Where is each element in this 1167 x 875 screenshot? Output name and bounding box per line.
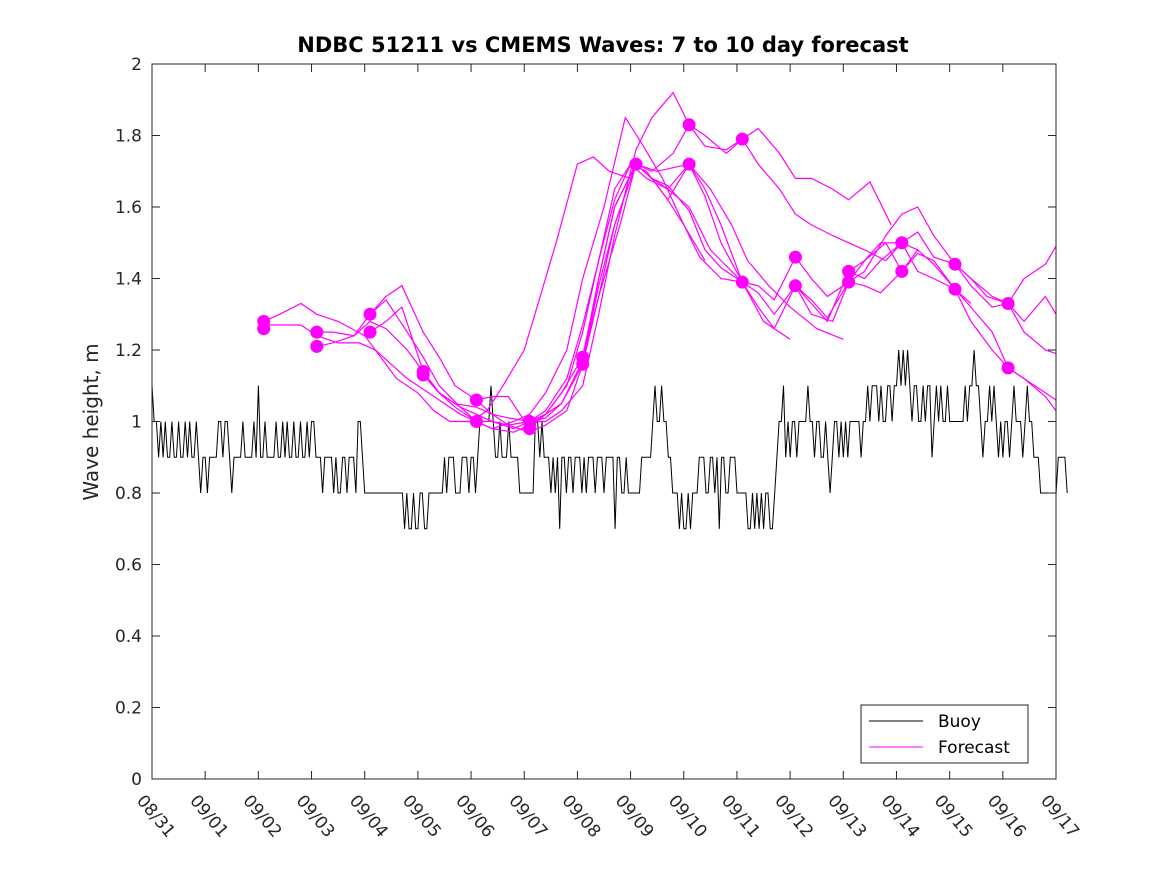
forecast-point-17 bbox=[682, 157, 696, 171]
forecast-point-21 bbox=[788, 279, 802, 293]
y-tick-label: 1.8 bbox=[115, 127, 142, 147]
forecast-point-4 bbox=[310, 339, 324, 353]
forecast-point-19 bbox=[735, 275, 749, 289]
y-tick-label: 0 bbox=[131, 770, 142, 790]
forecast-point-3 bbox=[310, 325, 324, 339]
y-axis-label: Wave height, m bbox=[79, 343, 103, 500]
forecast-point-27 bbox=[948, 282, 962, 296]
forecast-point-14 bbox=[576, 357, 590, 371]
forecast-point-2 bbox=[257, 322, 271, 336]
axes-background bbox=[152, 64, 1056, 779]
forecast-run-line-4 bbox=[316, 163, 791, 430]
y-tick-label: 1.2 bbox=[115, 341, 142, 361]
y-tick-label: 1.6 bbox=[115, 198, 142, 218]
forecast-point-10 bbox=[469, 415, 483, 428]
forecast-run-line-1 bbox=[263, 156, 631, 423]
forecast-run-line-15 bbox=[1007, 295, 1057, 323]
forecast-point-8 bbox=[416, 368, 430, 382]
forecast-point-18 bbox=[735, 132, 749, 146]
forecast-point-23 bbox=[842, 275, 856, 289]
legend: Buoy Forecast bbox=[860, 704, 1029, 764]
forecast-point-9 bbox=[469, 393, 483, 407]
forecast-point-22 bbox=[842, 264, 856, 278]
y-tick-label: 1.4 bbox=[115, 270, 142, 290]
y-tick-label: 0.8 bbox=[115, 484, 142, 504]
y-tick-label: 0.2 bbox=[115, 699, 142, 719]
forecast-point-5 bbox=[363, 307, 377, 321]
chart-title: NDBC 51211 vs CMEMS Waves: 7 to 10 day f… bbox=[297, 33, 908, 57]
legend-box bbox=[860, 704, 1029, 764]
forecast-run-line-13 bbox=[901, 242, 1057, 412]
y-tick-label: 0.4 bbox=[115, 627, 142, 647]
forecast-point-25 bbox=[895, 264, 909, 278]
forecast-point-15 bbox=[629, 157, 643, 171]
forecast-point-16 bbox=[682, 118, 696, 132]
forecast-point-12 bbox=[523, 422, 537, 436]
forecast-point-24 bbox=[895, 236, 909, 250]
forecast-point-28 bbox=[1001, 297, 1015, 310]
forecast-run-line-7 bbox=[422, 123, 903, 433]
forecast-point-26 bbox=[948, 257, 962, 271]
forecast-point-29 bbox=[1001, 361, 1015, 375]
forecast-point-6 bbox=[363, 325, 377, 339]
y-tick-label: 0.6 bbox=[115, 556, 142, 576]
legend-forecast-label: Forecast bbox=[938, 738, 1010, 758]
y-tick-label: 2 bbox=[131, 55, 142, 75]
buoy-series-line bbox=[151, 349, 1068, 530]
forecast-point-20 bbox=[788, 250, 802, 264]
y-tick-label: 1 bbox=[131, 413, 142, 433]
legend-buoy-label: Buoy bbox=[938, 712, 981, 732]
forecast-run-line-11 bbox=[794, 206, 1057, 323]
